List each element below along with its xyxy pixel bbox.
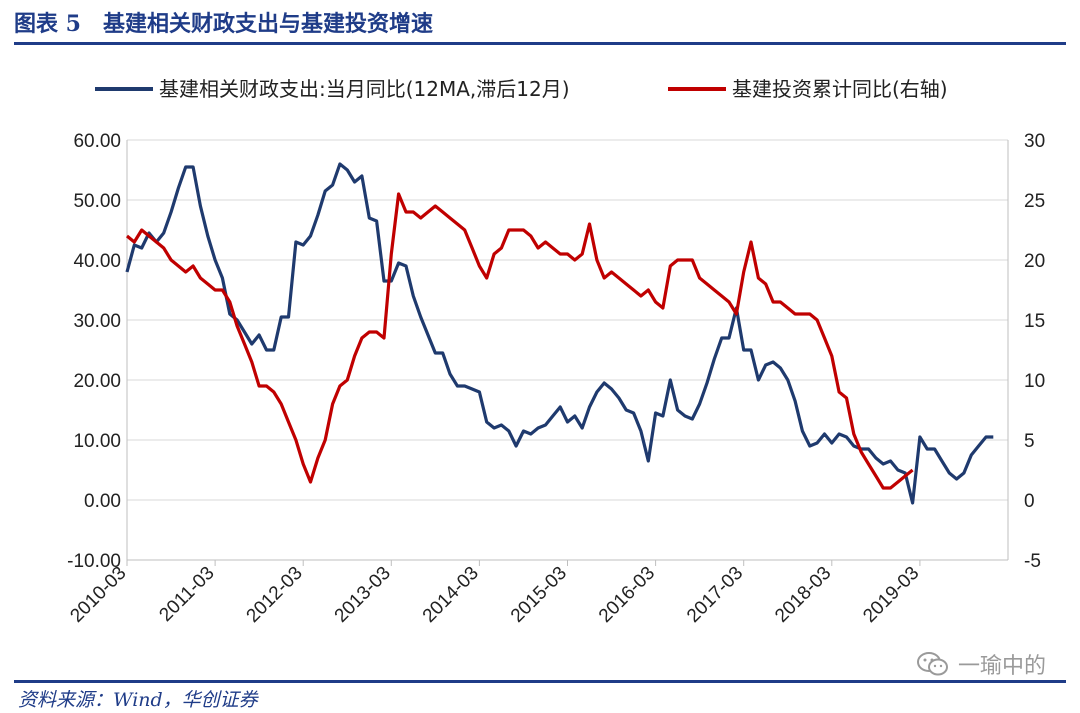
y-left-tick-label: 40.00 xyxy=(73,251,121,272)
x-tick-label: 2019-03 xyxy=(859,563,923,627)
y-right-tick-label: 15 xyxy=(1024,311,1045,332)
watermark: 一瑜中的 xyxy=(916,649,1046,679)
y-right-tick-label: 20 xyxy=(1024,251,1045,272)
figure-header: 图表 5 基建相关财政支出与基建投资增速 xyxy=(14,4,1066,40)
x-tick-label: 2017-03 xyxy=(683,563,747,627)
y-right-tick-label: 25 xyxy=(1024,191,1045,212)
legend-label: 基建投资累计同比(右轴) xyxy=(732,77,948,101)
watermark-text: 一瑜中的 xyxy=(957,654,1046,679)
x-tick-label: 2016-03 xyxy=(595,563,659,627)
y-left-tick-label: 20.00 xyxy=(73,371,121,392)
figure-number: 图表 5 xyxy=(14,11,81,37)
y-right-tick-label: 30 xyxy=(1024,131,1045,152)
series-line-fiscal-spending xyxy=(125,162,994,505)
y-left-tick-label: 50.00 xyxy=(73,191,121,212)
x-tick-label: 2013-03 xyxy=(331,563,395,627)
series-line-infra-investment xyxy=(125,192,914,490)
y-left-tick-label: -10.00 xyxy=(67,551,121,572)
source-note: 资料来源：Wind，华创证券 xyxy=(18,689,258,711)
x-tick-label: 2010-03 xyxy=(66,563,130,627)
x-tick-label: 2012-03 xyxy=(243,563,307,627)
x-tick-label: 2011-03 xyxy=(155,563,218,626)
y-right-tick-label: -5 xyxy=(1024,551,1041,572)
y-right-tick-label: 10 xyxy=(1024,371,1045,392)
line-chart: 60.00 50.00 40.00 30.00 20.00 10.00 0.00 -10.00… xyxy=(66,77,1045,627)
x-tick-label: 2015-03 xyxy=(507,563,571,627)
x-tick-label: 2014-03 xyxy=(419,563,483,627)
y-right-tick-label: 5 xyxy=(1024,431,1035,452)
legend-label: 基建相关财政支出:当月同比(12MA,滞后12月) xyxy=(159,77,570,101)
y-left-tick-label: 10.00 xyxy=(73,431,121,452)
header-rule xyxy=(14,42,1066,45)
wechat-icon xyxy=(916,652,948,676)
figure-title: 基建相关财政支出与基建投资增速 xyxy=(102,11,433,37)
y-right-tick-label: 0 xyxy=(1024,491,1035,512)
x-tick-label: 2018-03 xyxy=(771,563,835,627)
y-left-tick-label: 0.00 xyxy=(84,491,121,512)
y-left-tick-label: 60.00 xyxy=(73,131,121,152)
y-left-tick-label: 30.00 xyxy=(73,311,121,332)
footer-rule xyxy=(14,680,1066,683)
